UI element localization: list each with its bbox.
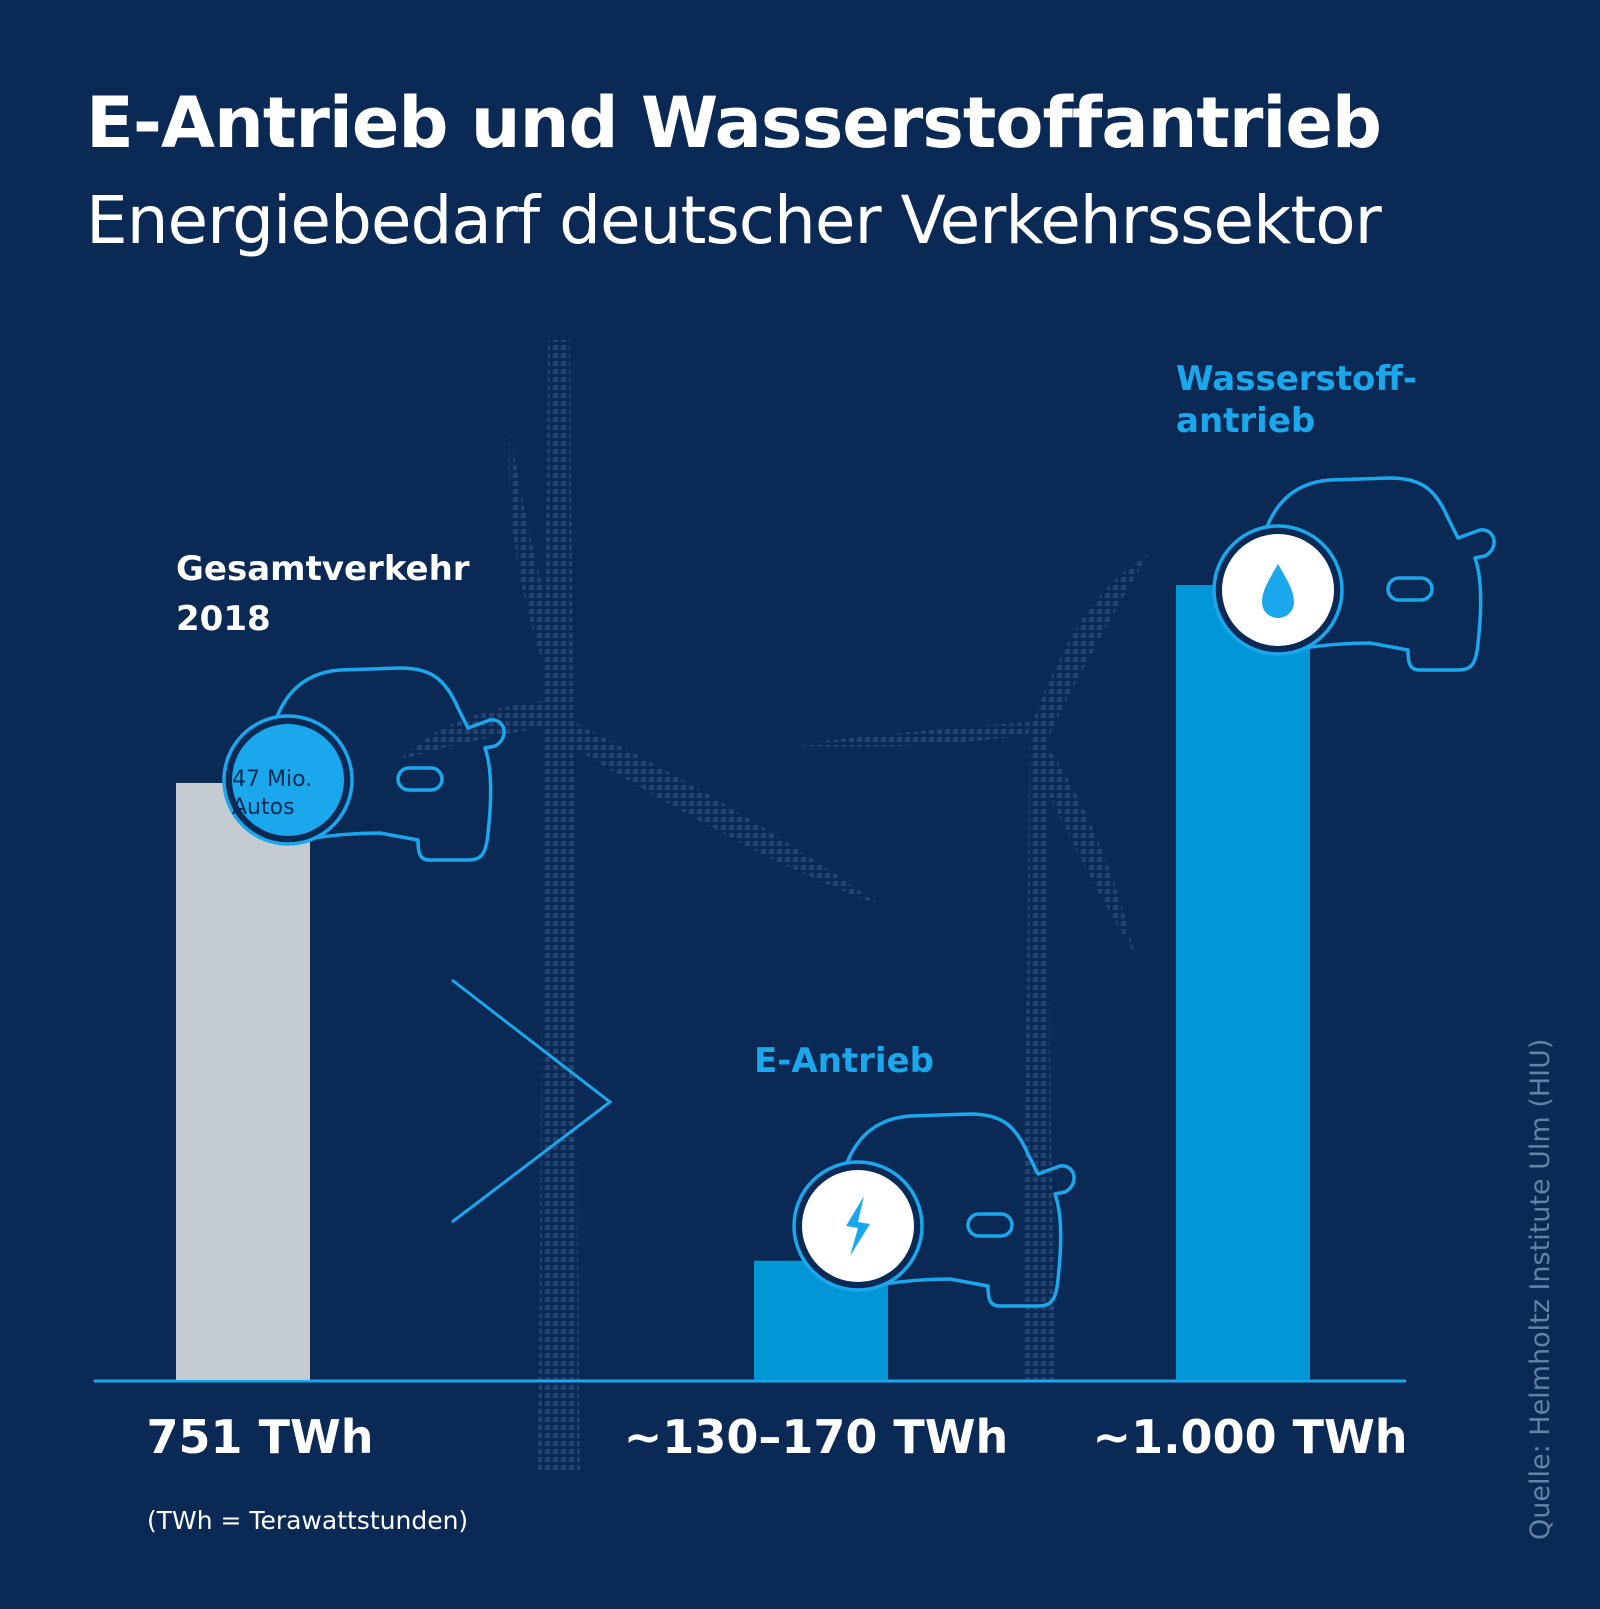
badge-line-1: 47 Mio. — [232, 767, 313, 792]
water-drop-icon — [1262, 564, 1294, 618]
wind-turbine-icon — [400, 340, 880, 1470]
source-note: Quelle: Helmholtz Institute Ulm (HIU) — [1525, 1038, 1556, 1540]
category-label-e-antrieb: E-Antrieb — [754, 1041, 934, 1081]
page-subtitle: Energiebedarf deutscher Verkehrssektor — [86, 182, 1382, 259]
car-outline-icon — [1212, 476, 1496, 672]
lightning-icon — [846, 1196, 870, 1256]
category-label-wasserstoff-2: antrieb — [1176, 401, 1316, 441]
value-label-e-antrieb: ~130–170 TWh — [623, 1410, 1009, 1464]
car-count-circle — [232, 724, 344, 836]
category-label-gesamtverkehr: Gesamtverkehr — [176, 549, 470, 589]
bar-wasserstoffantrieb — [1176, 585, 1310, 1380]
car-count-badge: 47 Mio. Autos — [232, 766, 342, 821]
page-title: E-Antrieb und Wasserstoffantrieb — [86, 82, 1382, 164]
category-label-wasserstoff: Wasserstoff- — [1176, 359, 1418, 399]
value-label-wasserstoff: ~1.000 TWh — [1092, 1410, 1408, 1464]
category-label-year: 2018 — [176, 599, 271, 639]
bar-gesamtverkehr — [176, 782, 310, 1380]
footnote: (TWh = Terawattstunden) — [147, 1506, 469, 1535]
car-outline-icon — [792, 1112, 1076, 1308]
chevron-right-icon — [451, 978, 613, 1224]
car-outline-icon — [222, 666, 506, 862]
wind-turbine-icon — [790, 555, 1148, 1380]
value-label-gesamtverkehr: 751 TWh — [146, 1410, 374, 1464]
badge-line-2: Autos — [232, 794, 295, 820]
